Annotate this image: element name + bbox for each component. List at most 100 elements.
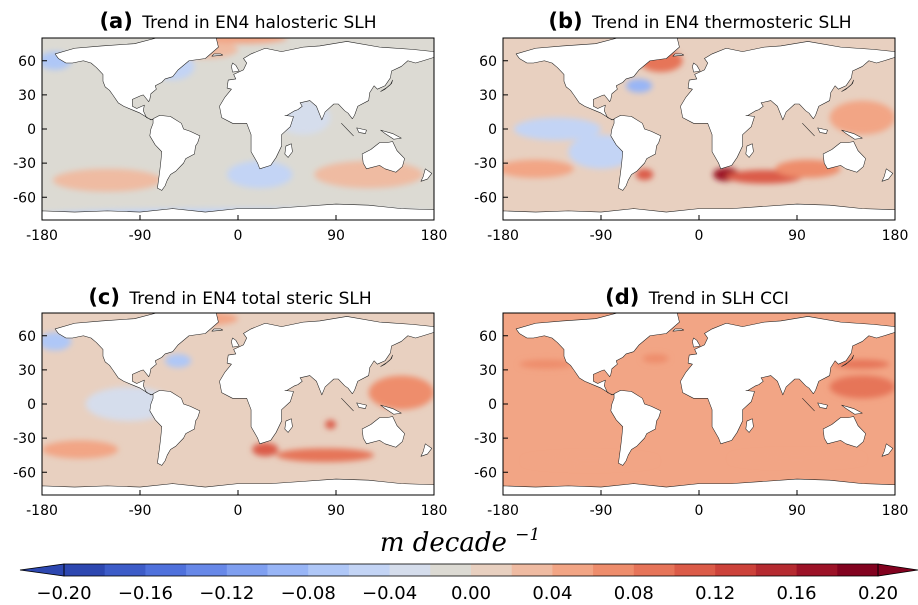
heatmap-feature [731, 452, 863, 465]
panel-b-title: (b) Trend in EN4 thermosteric SLH [548, 9, 851, 33]
heatmap-feature [199, 38, 287, 44]
panel-b: -180 -90 0 90 180 60 30 0 -30 -60 [474, 37, 908, 244]
colorbar-tick-label: 0.20 [858, 583, 898, 604]
x-tick-label: 90 [788, 503, 806, 519]
heatmap-feature [642, 353, 669, 364]
colorbar-tick-label: 0.00 [451, 583, 491, 604]
colorbar-outline [63, 563, 879, 577]
y-tick-label: -30 [13, 431, 36, 447]
heatmap-feature [165, 353, 192, 368]
colorbar-tick-label: 0.08 [614, 583, 654, 604]
colorbar-segment [64, 564, 106, 576]
x-tick-label: -180 [487, 228, 519, 244]
colorbar-segment [226, 564, 268, 576]
colorbar-tick-label: −0.04 [362, 583, 417, 604]
heatmap-feature [829, 375, 895, 399]
map-plot: -180 -90 0 90 180 60 30 0 -30 -60 [13, 312, 447, 519]
panel-a: -180 -90 0 90 180 60 30 0 -30 -60 [13, 37, 447, 244]
panel-a-letter: (a) [99, 9, 132, 33]
heatmap-feature [42, 440, 119, 459]
heatmap-field [42, 313, 434, 495]
x-tick-label: -90 [590, 228, 613, 244]
x-tick-label: -90 [129, 228, 152, 244]
y-tick-label: -60 [13, 465, 36, 481]
x-tick-label: 90 [327, 503, 345, 519]
colorbar-segment [267, 564, 309, 576]
colorbar-segment [674, 564, 716, 576]
colorbar-segment [348, 564, 391, 576]
y-tick-label: 0 [488, 397, 497, 413]
colorbar-segment [471, 564, 513, 576]
x-tick-label: 90 [327, 228, 345, 244]
x-tick-label: 90 [788, 228, 806, 244]
map-plot: -180 -90 0 90 180 60 30 0 -30 -60 [13, 37, 447, 244]
y-tick-label: -30 [474, 431, 497, 447]
colorbar-tick-label: 0.04 [532, 583, 572, 604]
heatmap-feature [503, 159, 574, 178]
colorbar-segment [145, 564, 187, 576]
heatmap-feature [775, 159, 841, 178]
y-tick-label: 60 [479, 54, 497, 70]
colorbar-unit-text: m decade [380, 528, 507, 558]
y-tick-label: 60 [18, 54, 36, 70]
heatmap-feature [524, 455, 656, 467]
x-tick-label: -90 [590, 503, 613, 519]
colorbar-segment [755, 564, 798, 576]
x-tick-label: -180 [487, 503, 519, 519]
y-tick-label: 60 [479, 329, 497, 345]
panel-c-title-text: Trend in EN4 total steric SLH [128, 289, 371, 309]
panel-d-letter: (d) [605, 285, 639, 309]
heatmap-feature [519, 359, 574, 369]
panel-c-letter: (c) [88, 285, 120, 309]
panel-d: -180 -90 0 90 180 60 30 0 -30 -60 [474, 312, 908, 519]
heatmap-feature [368, 375, 434, 410]
heatmap-feature [626, 78, 653, 93]
x-tick-label: 0 [234, 503, 243, 519]
panel-d-title: (d) Trend in SLH CCI [605, 285, 789, 309]
x-tick-label: -180 [26, 503, 58, 519]
y-tick-label: -60 [474, 190, 497, 206]
colorbar-segment [593, 564, 635, 576]
y-tick-label: -30 [13, 156, 36, 172]
colorbar-segment [308, 564, 350, 576]
heatmap-feature [276, 448, 375, 463]
x-tick-label: 0 [695, 503, 704, 519]
panel-a-title: (a) Trend in EN4 halosteric SLH [99, 9, 376, 33]
colorbar-segment [715, 564, 757, 576]
panel-b-title-text: Trend in EN4 thermosteric SLH [591, 13, 852, 33]
colorbar-segment [104, 564, 146, 576]
heatmap-field [42, 38, 434, 220]
heatmap-feature [635, 168, 654, 181]
colorbar-segment [186, 564, 228, 576]
colorbar-segment [837, 564, 879, 576]
colorbar-unit-exponent: −1 [515, 525, 540, 545]
colorbar-tick-label: 0.16 [777, 583, 817, 604]
y-tick-label: 0 [488, 122, 497, 138]
colorbar-tick-label: −0.12 [199, 583, 254, 604]
colorbar-segment [633, 564, 675, 576]
colorbar-tick-label: 0.12 [695, 583, 735, 604]
colorbar-segment [552, 564, 594, 576]
colorbar-extend-high [877, 563, 918, 577]
heatmap-feature [252, 442, 279, 457]
heatmap-feature [325, 419, 336, 430]
heatmap-feature [829, 100, 895, 135]
panel-c-title: (c) Trend in EN4 total steric SLH [88, 285, 371, 309]
heatmap-feature [513, 117, 601, 141]
y-tick-label: 0 [27, 122, 36, 138]
y-tick-label: -60 [474, 465, 497, 481]
panel-c: -180 -90 0 90 180 60 30 0 -30 -60 [13, 312, 447, 519]
x-tick-label: -180 [26, 228, 58, 244]
x-tick-label: 180 [421, 503, 448, 519]
y-tick-label: 30 [479, 88, 497, 104]
y-tick-label: 60 [18, 329, 36, 345]
panel-d-title-text: Trend in SLH CCI [648, 289, 789, 309]
x-tick-label: 0 [234, 228, 243, 244]
colorbar-tick-label: −0.20 [36, 583, 91, 604]
y-tick-label: 30 [18, 363, 36, 379]
colorbar-segment [430, 564, 472, 576]
heatmap-field [503, 313, 895, 495]
colorbar-tick-label: −0.16 [118, 583, 173, 604]
colorbar-tick-label: −0.08 [281, 583, 336, 604]
